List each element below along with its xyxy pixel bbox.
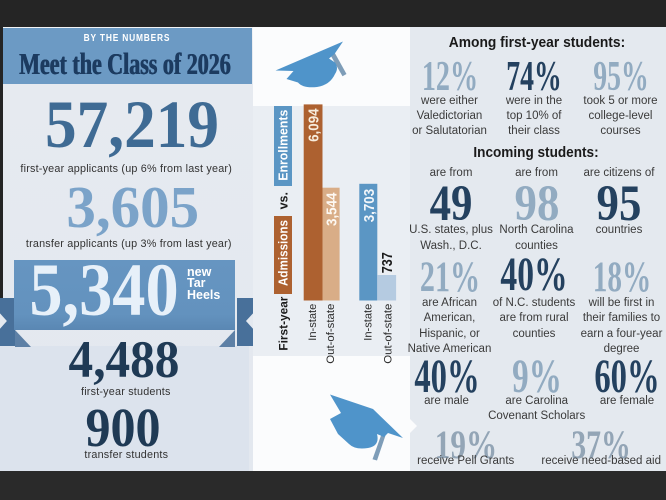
svg-text:737: 737 xyxy=(379,252,396,273)
svg-text:3,703: 3,703 xyxy=(361,189,378,223)
svg-text:Out-of-state: Out-of-state xyxy=(382,304,394,364)
svg-text:vs.: vs. xyxy=(277,192,291,209)
svg-text:In-state: In-state xyxy=(307,304,319,341)
svg-text:In-state: In-state xyxy=(362,304,374,341)
svg-text:Enrollments: Enrollments xyxy=(277,110,291,181)
svg-text:3,544: 3,544 xyxy=(324,192,341,226)
svg-text:Out-of-state: Out-of-state xyxy=(325,304,337,364)
svg-text:First-year: First-year xyxy=(277,296,291,350)
svg-text:Admissions: Admissions xyxy=(277,220,291,286)
svg-text:6,094: 6,094 xyxy=(306,108,323,142)
